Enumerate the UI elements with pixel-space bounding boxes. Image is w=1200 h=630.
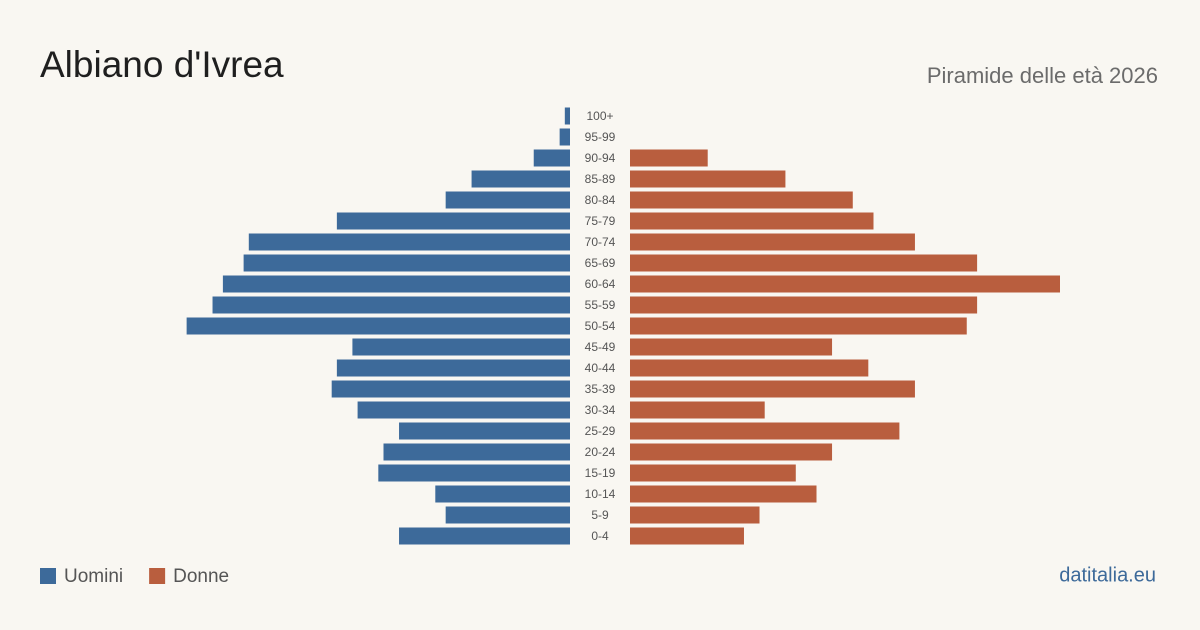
chart-title: Albiano d'Ivrea — [40, 44, 284, 85]
age-label: 95-99 — [585, 130, 616, 144]
bar — [533, 149, 570, 167]
bar — [630, 359, 869, 377]
bar — [445, 506, 570, 524]
bar — [248, 233, 571, 251]
bar — [630, 170, 786, 188]
bar — [435, 485, 570, 503]
bar — [630, 233, 915, 251]
age-label: 5-9 — [591, 508, 609, 522]
age-label: 75-79 — [585, 214, 616, 228]
age-label: 85-89 — [585, 172, 616, 186]
age-label: 40-44 — [585, 361, 616, 375]
age-label: 70-74 — [585, 235, 616, 249]
bar — [630, 338, 833, 356]
bar — [186, 317, 570, 335]
age-label: 20-24 — [585, 445, 616, 459]
legend-swatch — [149, 568, 166, 584]
chart-subtitle: Piramide delle età 2026 — [927, 63, 1158, 88]
age-label: 65-69 — [585, 256, 616, 270]
bar — [630, 506, 760, 524]
age-label: 60-64 — [585, 277, 616, 291]
legend-label: Uomini — [64, 566, 123, 587]
bar — [471, 170, 570, 188]
age-label: 10-14 — [585, 487, 616, 501]
bar — [399, 527, 570, 545]
bar — [630, 254, 978, 272]
age-label: 50-54 — [585, 319, 616, 333]
age-label: 90-94 — [585, 151, 616, 165]
bar — [212, 296, 570, 314]
source[interactable]: datitalia.eu — [1059, 564, 1156, 586]
age-label: 0-4 — [591, 529, 609, 543]
bar — [630, 380, 915, 398]
bar — [630, 485, 817, 503]
bar — [331, 380, 570, 398]
age-label: 30-34 — [585, 403, 616, 417]
bar — [630, 443, 833, 461]
bar — [630, 191, 853, 209]
bar — [630, 527, 744, 545]
bar — [564, 107, 570, 125]
bar — [630, 401, 765, 419]
bar — [630, 296, 978, 314]
age-label: 100+ — [586, 109, 613, 123]
bar — [357, 401, 570, 419]
age-label: 25-29 — [585, 424, 616, 438]
bar — [630, 149, 708, 167]
bar — [630, 464, 796, 482]
bar — [630, 317, 967, 335]
legend-label: Donne — [173, 566, 229, 587]
bar — [445, 191, 570, 209]
bar — [352, 338, 570, 356]
bar — [630, 275, 1060, 293]
age-label: 45-49 — [585, 340, 616, 354]
bar — [630, 422, 900, 440]
age-label: 55-59 — [585, 298, 616, 312]
bar — [559, 128, 570, 146]
legend-swatch — [40, 568, 56, 584]
bar — [399, 422, 570, 440]
bar — [222, 275, 570, 293]
bar — [630, 212, 874, 230]
bar — [383, 443, 570, 461]
age-label: 15-19 — [585, 466, 616, 480]
age-label: 80-84 — [585, 193, 616, 207]
bar — [378, 464, 570, 482]
bar — [336, 212, 570, 230]
age-label: 35-39 — [585, 382, 616, 396]
bar — [243, 254, 571, 272]
bar — [336, 359, 570, 377]
